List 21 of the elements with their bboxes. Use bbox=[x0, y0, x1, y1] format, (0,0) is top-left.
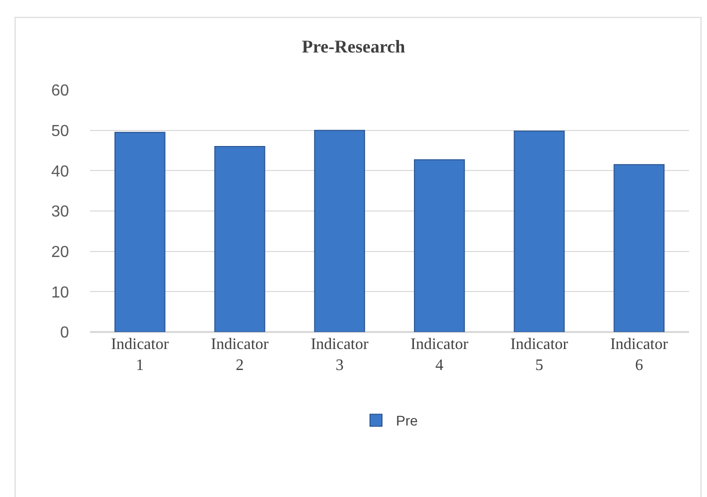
x-tick-label: Indicator 6 bbox=[610, 336, 669, 374]
bar bbox=[514, 130, 565, 332]
y-tick-label: 30 bbox=[51, 204, 70, 221]
x-tick-label: Indicator 2 bbox=[210, 336, 270, 374]
y-tick-label: 60 bbox=[51, 82, 70, 100]
legend-label: Pre bbox=[396, 412, 418, 429]
x-tick-label: Indicator 4 bbox=[410, 336, 469, 374]
x-tick-label: Indicator 5 bbox=[510, 336, 569, 374]
y-tick-label: 20 bbox=[51, 244, 70, 261]
y-tick-label: 0 bbox=[60, 324, 70, 342]
bar bbox=[114, 132, 166, 332]
bar bbox=[214, 146, 266, 332]
y-tick-label: 50 bbox=[51, 122, 70, 140]
x-tick-label: Indicator 1 bbox=[111, 336, 170, 374]
x-tick-label: Indicator 3 bbox=[310, 336, 370, 374]
chart-title: Pre-Research bbox=[302, 36, 406, 56]
y-tick-label: 10 bbox=[51, 284, 70, 302]
bar bbox=[614, 164, 665, 332]
y-tick-label: 40 bbox=[51, 163, 70, 180]
bar bbox=[314, 130, 366, 332]
bar bbox=[414, 159, 465, 332]
